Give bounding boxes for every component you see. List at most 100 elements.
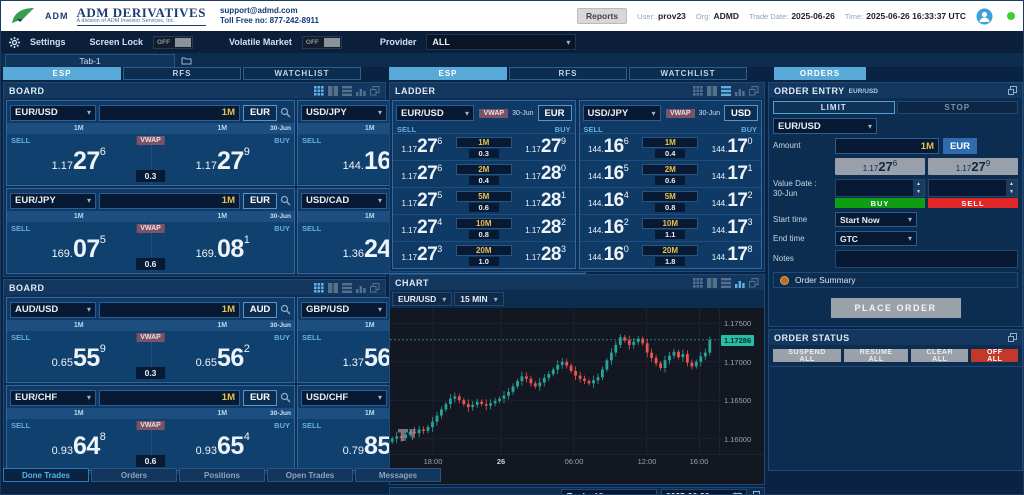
buy-price-button[interactable]: BUY 1.17279: [150, 134, 295, 184]
split-view-icon[interactable]: [328, 85, 338, 96]
blotter-tab-open-trades[interactable]: Open Trades: [267, 468, 353, 482]
chart-view-icon[interactable]: [735, 86, 745, 96]
ladder-buy-button[interactable]: 1.17282: [517, 215, 575, 241]
off-all-button[interactable]: OFF ALL: [971, 349, 1018, 363]
sell-rate-spinner[interactable]: ▲ ▼: [928, 179, 1018, 197]
list-view-icon[interactable]: [721, 85, 731, 96]
grid-view-icon[interactable]: [693, 85, 703, 96]
buy-price-button[interactable]: BUY 0.93654: [150, 419, 295, 469]
ladder-sell-button[interactable]: 144.165: [580, 161, 638, 187]
currency-button[interactable]: EUR: [537, 105, 572, 121]
popout-icon[interactable]: [370, 85, 380, 96]
screen-lock-toggle[interactable]: OFF: [153, 35, 194, 49]
provider-select[interactable]: ALL ▾: [426, 34, 577, 50]
split-view-icon[interactable]: [328, 282, 338, 293]
sell-price-button[interactable]: SELL 0.65559: [7, 331, 151, 381]
search-icon[interactable]: [280, 195, 291, 206]
tier-badge[interactable]: 5M: [455, 190, 512, 202]
sell-price-button[interactable]: SELL 0.93648: [7, 419, 151, 469]
pair-select[interactable]: USD/CHF ▾: [301, 389, 387, 406]
pair-select[interactable]: EUR/USD ▾: [396, 105, 474, 121]
pair-select[interactable]: EUR/CHF ▾: [10, 389, 96, 406]
spinner-down-icon[interactable]: ▼: [916, 189, 921, 195]
ladder-buy-button[interactable]: 1.17279: [517, 134, 575, 160]
search-icon[interactable]: [280, 304, 291, 315]
tier-badge[interactable]: 1M: [642, 136, 699, 148]
pair-select[interactable]: EUR/JPY ▾: [10, 192, 96, 209]
orders-tab[interactable]: ORDERS: [774, 67, 866, 80]
end-time-select[interactable]: GTC ▾: [835, 231, 917, 246]
new-tab-icon[interactable]: [181, 56, 192, 65]
stop-tab[interactable]: STOP: [896, 101, 1018, 114]
search-icon[interactable]: [280, 392, 291, 403]
panel-tab-rfs[interactable]: RFS: [123, 67, 241, 80]
order-pair-select[interactable]: EUR/USD ▾: [773, 118, 877, 134]
gear-icon[interactable]: [9, 36, 20, 48]
ladder-buy-button[interactable]: 1.17283: [517, 242, 575, 268]
search-icon[interactable]: [280, 107, 291, 118]
popout-icon[interactable]: [370, 282, 380, 293]
ladder-sell-button[interactable]: 1.17273: [393, 242, 451, 268]
spinner-down-icon[interactable]: ▼: [1009, 189, 1014, 195]
popout-icon[interactable]: [1008, 333, 1017, 342]
sell-price-button[interactable]: SELL 1.17276: [7, 134, 151, 184]
ladder-sell-button[interactable]: 1.17276: [393, 134, 451, 160]
split-view-icon[interactable]: [707, 85, 717, 96]
panel-tab-watchlist[interactable]: WATCHLIST: [629, 67, 747, 80]
order-currency-button[interactable]: EUR: [943, 138, 977, 154]
blotter-tab-positions[interactable]: Positions: [179, 468, 265, 482]
clear-all-button[interactable]: CLEAR ALL: [910, 349, 969, 363]
settings-label[interactable]: Settings: [30, 37, 66, 47]
ladder-sell-button[interactable]: 144.160: [580, 242, 638, 268]
amount-input[interactable]: [99, 301, 240, 318]
ladder-buy-button[interactable]: 144.173: [703, 215, 761, 241]
candlestick-chart[interactable]: 1.17500 1.17000 1.16500 1.16000 1.17286 18:0…: [390, 308, 764, 484]
ladder-sell-button[interactable]: 1.17276: [393, 161, 451, 187]
chart-view-icon[interactable]: [735, 278, 745, 288]
amount-input[interactable]: [99, 104, 240, 121]
order-summary-toggle[interactable]: Order Summary: [773, 272, 1018, 288]
pair-select[interactable]: EUR/USD ▾: [10, 104, 96, 121]
buy-bar-button[interactable]: BUY: [835, 198, 925, 208]
sell-bar-button[interactable]: SELL: [928, 198, 1018, 208]
ladder-sell-button[interactable]: 1.17274: [393, 215, 451, 241]
ladder-buy-button[interactable]: 1.17280: [517, 161, 575, 187]
ladder-sell-button[interactable]: 1.17275: [393, 188, 451, 214]
panel-tab-rfs[interactable]: RFS: [509, 67, 627, 80]
blotter-tab-done-trades[interactable]: Done Trades: [3, 468, 89, 482]
currency-button[interactable]: EUR: [243, 104, 277, 121]
tier-badge[interactable]: 10M: [642, 217, 699, 229]
chart-date-picker[interactable]: 2025-06-26: [661, 489, 747, 494]
ladder-buy-button[interactable]: 1.17281: [517, 188, 575, 214]
grid-view-icon[interactable]: [314, 282, 324, 293]
currency-button[interactable]: USD: [724, 105, 758, 121]
amount-input[interactable]: [99, 389, 240, 406]
suspend-all-button[interactable]: SUSPEND ALL: [773, 349, 842, 363]
currency-button[interactable]: EUR: [243, 389, 277, 406]
popout-icon[interactable]: [751, 487, 760, 494]
buy-price-button[interactable]: BUY 0.65562: [150, 331, 295, 381]
currency-button[interactable]: EUR: [243, 192, 277, 209]
chart-view-icon[interactable]: [356, 283, 366, 293]
spinner-up-icon[interactable]: ▲: [916, 181, 921, 187]
chart-pair-select[interactable]: EUR/USD ▾: [392, 292, 453, 306]
popout-icon[interactable]: [1008, 86, 1017, 95]
tier-badge[interactable]: 1M: [455, 136, 512, 148]
buy-rate-spinner[interactable]: ▲ ▼: [835, 179, 925, 197]
grid-view-icon[interactable]: [693, 277, 703, 288]
avatar[interactable]: [976, 8, 993, 25]
popout-icon[interactable]: [749, 277, 759, 288]
tier-badge[interactable]: 2M: [455, 163, 512, 175]
tier-badge[interactable]: 20M: [455, 244, 512, 256]
pair-select[interactable]: GBP/USD ▾: [301, 301, 387, 318]
panel-tab-esp[interactable]: ESP: [3, 67, 121, 80]
sell-price-button[interactable]: SELL 169.075: [7, 222, 151, 272]
order-sell-price[interactable]: 1.17276: [835, 158, 925, 175]
ladder-buy-button[interactable]: 144.172: [703, 188, 761, 214]
blotter-tab-orders[interactable]: Orders: [91, 468, 177, 482]
panel-tab-watchlist[interactable]: WATCHLIST: [243, 67, 361, 80]
popout-icon[interactable]: [749, 85, 759, 96]
trader-view-select[interactable]: Trader View ▾: [561, 489, 657, 494]
amount-input[interactable]: [99, 192, 240, 209]
order-buy-price[interactable]: 1.17279: [928, 158, 1018, 175]
